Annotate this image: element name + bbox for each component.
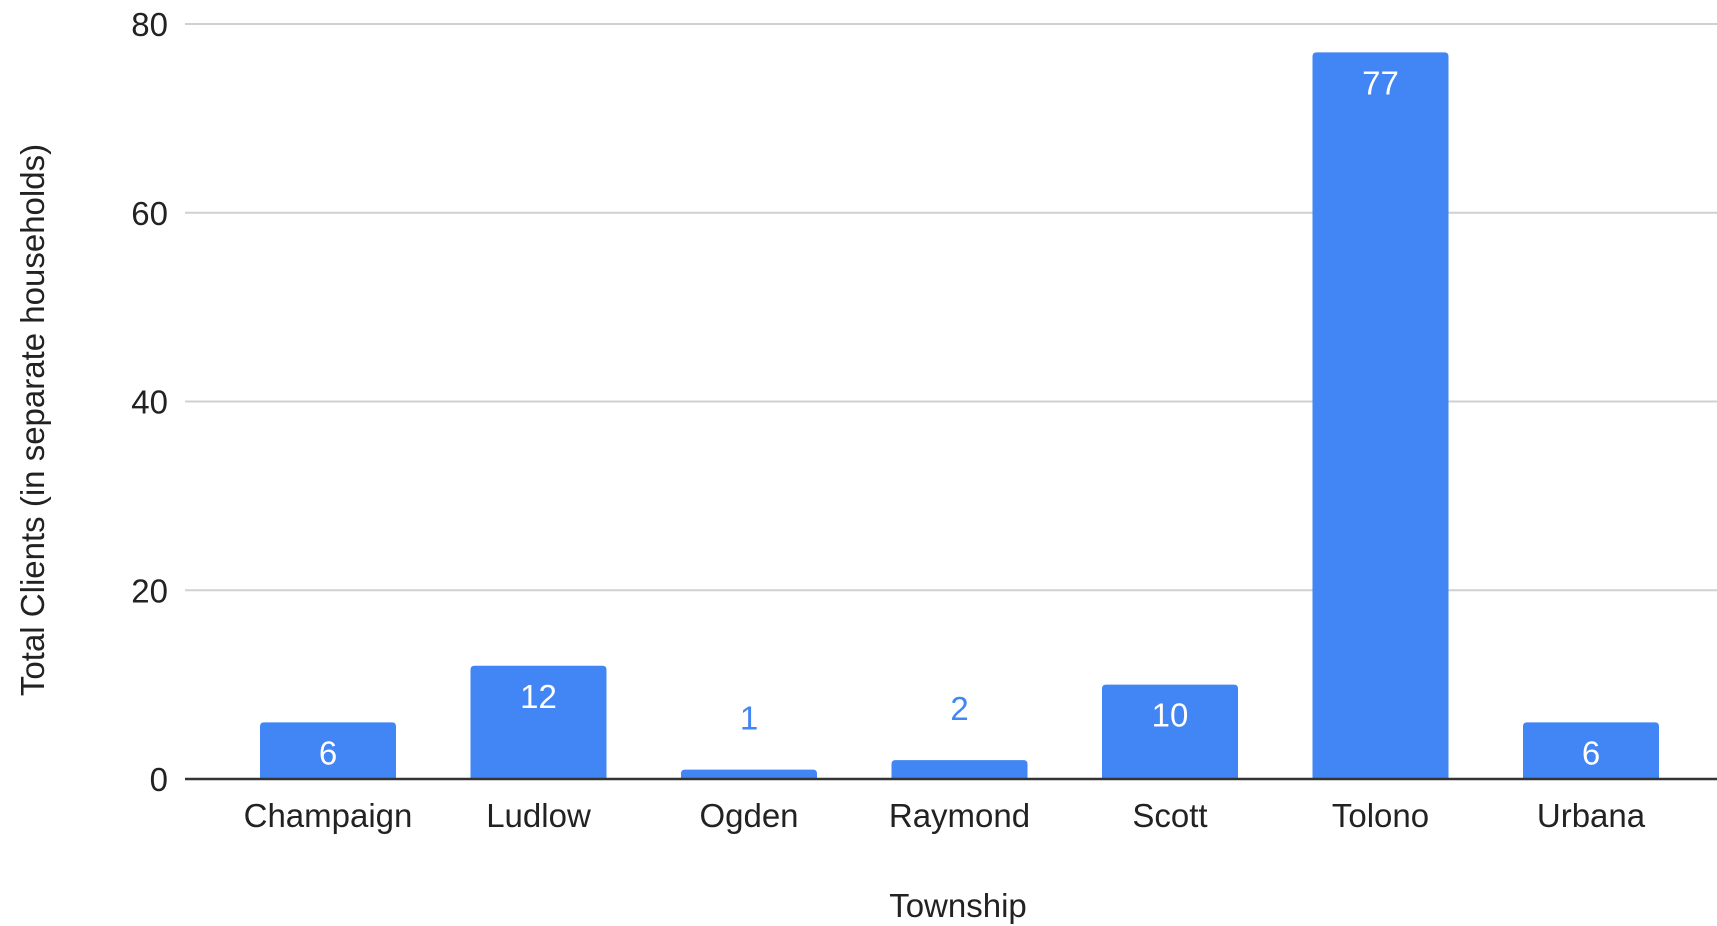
x-tick-label: Tolono: [1332, 797, 1429, 834]
bar-data-label: 12: [520, 678, 557, 715]
bars: [260, 52, 1659, 779]
y-tick-label: 0: [150, 761, 168, 798]
bar-raymond: [891, 760, 1028, 779]
y-axis-title: Total Clients (in separate households): [14, 144, 51, 696]
gridlines: [185, 23, 1717, 592]
bar-scott: [1102, 684, 1238, 779]
y-tick-label: 40: [131, 384, 168, 421]
bar-tolono: [1312, 52, 1449, 779]
x-tick-label: Urbana: [1537, 797, 1646, 834]
bar-data-label: 10: [1152, 697, 1189, 734]
y-axis-ticks: 0 20 40 60 80: [131, 6, 168, 798]
y-tick-label: 60: [131, 195, 168, 232]
x-tick-label: Ludlow: [486, 797, 591, 834]
x-tick-label: Champaign: [244, 797, 413, 834]
bar-data-label: 1: [740, 700, 758, 737]
bar-ludlow: [470, 665, 607, 779]
bar-champaign: [260, 722, 396, 779]
bar-urbana: [1523, 722, 1659, 779]
bar-data-label: 6: [1582, 734, 1600, 771]
y-tick-label: 20: [131, 572, 168, 609]
bar-ogden: [681, 769, 817, 779]
x-axis-ticks: Champaign Ludlow Ogden Raymond Scott Tolono Ur…: [244, 797, 1646, 834]
x-axis-title: Township: [889, 887, 1027, 924]
x-tick-label: Scott: [1132, 797, 1207, 834]
x-tick-label: Raymond: [889, 797, 1030, 834]
bar-data-label: 6: [319, 734, 337, 771]
y-tick-label: 80: [131, 6, 168, 43]
bar-data-label: 2: [950, 690, 968, 727]
x-tick-label: Ogden: [699, 797, 798, 834]
bar-data-label: 77: [1362, 64, 1399, 101]
